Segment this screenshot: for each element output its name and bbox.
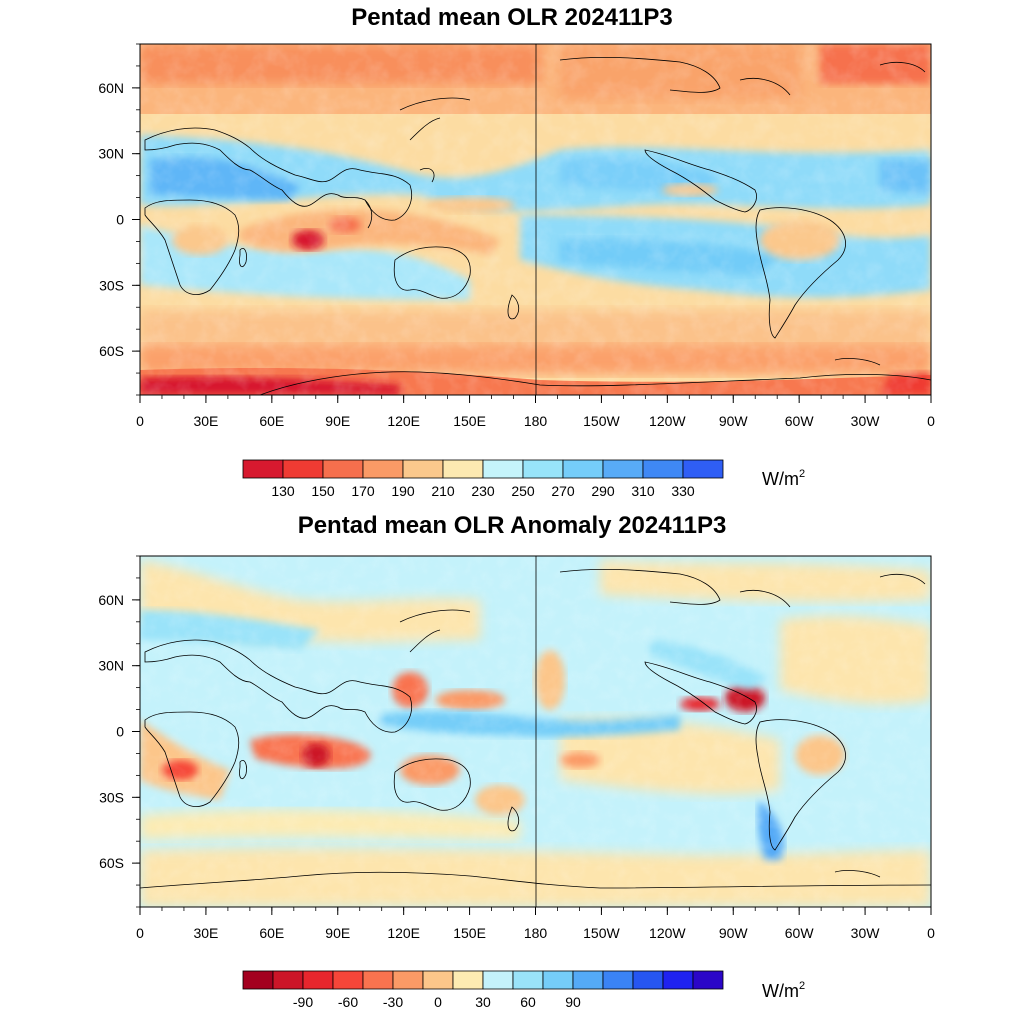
- lon-label: 90W: [719, 413, 749, 429]
- colorbar-unit-exponent: 2: [799, 468, 805, 480]
- lon-label: 0: [927, 413, 935, 429]
- colorbar-label: 330: [671, 483, 695, 499]
- panel-1-title: Pentad mean OLR 202411P3: [351, 4, 673, 31]
- colorbar-label: -30: [383, 994, 403, 1010]
- lon-label: 180: [524, 925, 548, 941]
- olr-map: [140, 44, 931, 395]
- colorbar-swatch: [422, 970, 454, 990]
- colorbar-swatch: [302, 970, 334, 990]
- lon-label: 180: [524, 413, 548, 429]
- lat-label: 30N: [98, 658, 124, 674]
- lat-label: 30N: [98, 146, 124, 162]
- colorbar-label: 270: [551, 483, 575, 499]
- lon-label: 60W: [785, 925, 815, 941]
- colorbar-label: 60: [520, 994, 536, 1010]
- lon-label: 30E: [193, 413, 218, 429]
- lon-label: 0: [927, 925, 935, 941]
- colorbar-label: 190: [391, 483, 415, 499]
- lon-label: 90E: [325, 925, 350, 941]
- colorbar-swatch: [242, 459, 284, 479]
- colorbar-label: 0: [434, 994, 442, 1010]
- lon-label: 0: [136, 413, 144, 429]
- lat-label: 60N: [98, 80, 124, 96]
- colorbar-swatch: [282, 459, 324, 479]
- lat-label: 30S: [99, 789, 124, 805]
- colorbar-swatch: [562, 459, 604, 479]
- colorbar-swatch: [442, 459, 484, 479]
- colorbar-swatch: [512, 970, 544, 990]
- colorbar-swatch: [242, 970, 274, 990]
- colorbar-swatch: [692, 970, 724, 990]
- colorbar-swatch: [362, 970, 394, 990]
- colorbar-label: 230: [471, 483, 495, 499]
- lat-label: 0: [116, 212, 124, 228]
- map-2-axes: 60N 30N 0 30S 60S 0 30E 60E 90E 120E 150E 180 150W 12…: [98, 555, 935, 941]
- lat-label: 60S: [99, 343, 124, 359]
- lon-label: 120W: [649, 413, 686, 429]
- lon-label: 150E: [453, 925, 486, 941]
- colorbar-swatch: [392, 970, 424, 990]
- colorbar-swatch: [602, 459, 644, 479]
- colorbar-unit: W/m2: [762, 980, 805, 1001]
- olr-colorbar: 130 150 170 190 210 230 250 270 290 310 330 W/m2: [242, 459, 805, 499]
- lon-label: 60E: [259, 413, 284, 429]
- colorbar-unit: W/m2: [762, 468, 805, 489]
- lon-label: 30W: [851, 925, 881, 941]
- colorbar-swatch: [522, 459, 564, 479]
- colorbar-swatch: [362, 459, 404, 479]
- colorbar-swatch: [332, 970, 364, 990]
- lon-label: 60W: [785, 413, 815, 429]
- colorbar-swatch: [632, 970, 664, 990]
- lon-label: 150E: [453, 413, 486, 429]
- colorbar-swatch: [482, 970, 514, 990]
- colorbar-swatch: [322, 459, 364, 479]
- colorbar-swatch: [482, 459, 524, 479]
- colorbar-label: 210: [431, 483, 455, 499]
- colorbar-label: -90: [293, 994, 313, 1010]
- lon-label: 120W: [649, 925, 686, 941]
- colorbar-swatch: [542, 970, 574, 990]
- colorbar-label: 250: [511, 483, 535, 499]
- panel-2-title: Pentad mean OLR Anomaly 202411P3: [297, 512, 727, 539]
- olr-anomaly-map: [140, 556, 931, 907]
- lon-label: 90E: [325, 413, 350, 429]
- colorbar-label: 310: [631, 483, 655, 499]
- colorbar-swatch: [642, 459, 684, 479]
- colorbar-swatch: [452, 970, 484, 990]
- colorbar-unit-exponent: 2: [799, 980, 805, 992]
- colorbar-swatch: [572, 970, 604, 990]
- map-1-axes: 60N 30N 0 30S 60S 0 30E 60E 90E 120E 150E 180 150W 12…: [98, 43, 935, 429]
- colorbar-label: 170: [351, 483, 375, 499]
- colorbar-label: 90: [565, 994, 581, 1010]
- lon-label: 150W: [583, 925, 620, 941]
- olr-anomaly-colorbar: -90 -60 -30 0 30 60 90 W/m2: [242, 970, 805, 1010]
- lon-label: 60E: [259, 925, 284, 941]
- colorbar-label: 130: [271, 483, 295, 499]
- colorbar-label: -60: [338, 994, 358, 1010]
- colorbar-swatch: [682, 459, 724, 479]
- lat-label: 60N: [98, 592, 124, 608]
- colorbar-label: 290: [591, 483, 615, 499]
- lon-label: 120E: [387, 925, 420, 941]
- lon-label: 30E: [193, 925, 218, 941]
- colorbar-label: 150: [311, 483, 335, 499]
- lon-label: 150W: [583, 413, 620, 429]
- lat-label: 60S: [99, 855, 124, 871]
- lat-label: 0: [116, 724, 124, 740]
- colorbar-label: 30: [475, 994, 491, 1010]
- lat-label: 30S: [99, 277, 124, 293]
- lon-label: 30W: [851, 413, 881, 429]
- lon-label: 90W: [719, 925, 749, 941]
- lon-label: 0: [136, 925, 144, 941]
- colorbar-swatch: [602, 970, 634, 990]
- colorbar-swatch: [402, 459, 444, 479]
- colorbar-swatch: [272, 970, 304, 990]
- colorbar-swatch: [662, 970, 694, 990]
- lon-label: 120E: [387, 413, 420, 429]
